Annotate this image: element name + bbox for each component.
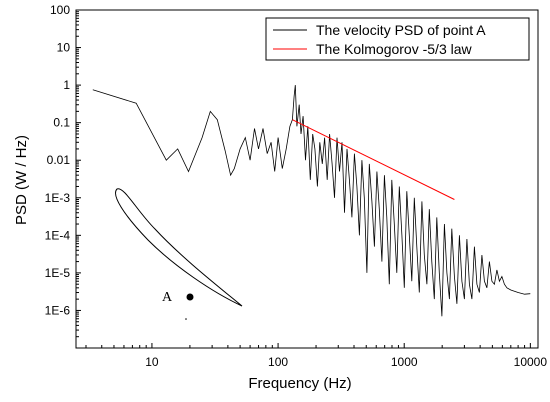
x-tick-label: 100 <box>268 355 288 369</box>
legend-label-velocity: The velocity PSD of point A <box>316 22 486 38</box>
point-a-marker <box>186 293 194 301</box>
kolmogorov-law-line <box>292 119 455 200</box>
y-tick-label: 0.01 <box>47 153 71 167</box>
legend-label-kolmogorov: The Kolmogorov -5/3 law <box>316 41 473 57</box>
point-a-label: A <box>162 290 173 305</box>
y-tick-label: 1E-3 <box>45 191 71 205</box>
y-tick-label: 10 <box>57 41 71 55</box>
series-layer <box>92 85 531 317</box>
y-tick-label: 1 <box>63 78 70 92</box>
y-tick-label: 1E-4 <box>45 228 71 242</box>
y-tick-label: 1E-6 <box>45 303 71 317</box>
y-tick-label: 1E-5 <box>45 266 71 280</box>
x-tick-label: 1000 <box>391 355 418 369</box>
x-axis-ticks: 10 100 1000 10000 <box>85 343 548 369</box>
x-axis-title: Frequency (Hz) <box>248 375 351 392</box>
x-tick-label: 10000 <box>514 355 548 369</box>
legend: The velocity PSD of point A The Kolmogor… <box>265 17 530 61</box>
y-axis-ticks: 100 10 1 0.1 0.01 1E-3 1E-4 1E-5 1E-6 <box>45 3 81 338</box>
x-tick-label: 10 <box>145 355 159 369</box>
orbit-ellipse <box>115 188 243 307</box>
velocity-psd-line <box>92 85 531 317</box>
y-tick-label: 0.1 <box>53 116 70 130</box>
legend-box <box>265 17 530 61</box>
orbit-focus-dot <box>185 318 187 320</box>
plot-frame <box>75 9 539 349</box>
orbit-inset: A <box>115 188 243 320</box>
y-tick-label: 100 <box>50 3 70 17</box>
y-axis-title: PSD (W / Hz) <box>13 135 30 225</box>
